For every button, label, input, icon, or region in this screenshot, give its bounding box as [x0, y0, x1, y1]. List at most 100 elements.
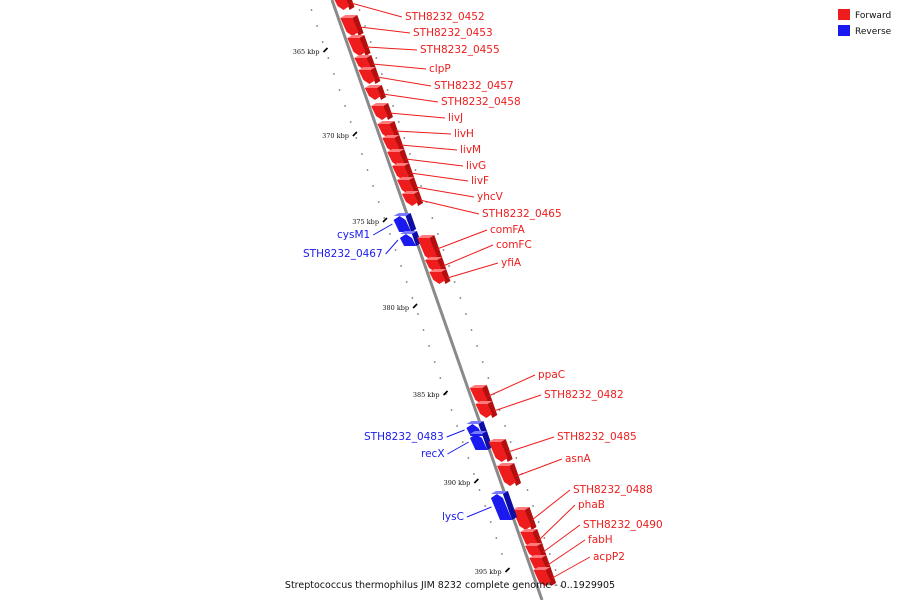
- tick-label: 390 kbp: [444, 479, 471, 487]
- gene-label-cysM1: cysM1: [337, 229, 370, 241]
- gene-side: [399, 149, 410, 166]
- leader-line: [359, 26, 411, 34]
- gene-label-STH8232_0490: STH8232_0490: [583, 519, 663, 531]
- guide-dot: [509, 441, 512, 443]
- gene-block-STH8232_0465: [401, 191, 424, 206]
- guide-dot: [450, 409, 453, 411]
- gene-label-ppaC: ppaC: [538, 369, 565, 381]
- gene-top: [371, 103, 389, 106]
- gene-block-livM: [382, 135, 405, 152]
- guide-dot: [437, 233, 439, 235]
- gene-top: [425, 257, 442, 260]
- gene-block-livJ: [371, 103, 393, 120]
- gene-block-livF: [392, 163, 414, 180]
- gene-front: [340, 18, 359, 36]
- tick-label: 365 kbp: [293, 48, 320, 56]
- legend-reverse-label: Reverse: [855, 27, 892, 37]
- guide-dot: [504, 425, 506, 427]
- gene-front: [382, 138, 400, 152]
- guide-dot: [476, 345, 478, 347]
- guide-dot: [372, 185, 374, 187]
- gene-side: [404, 163, 414, 180]
- guide-dot: [526, 489, 529, 491]
- genome-caption: Streptococcus thermophilus JIM 8232 comp…: [285, 580, 615, 591]
- gene-side: [359, 35, 371, 56]
- gene-side: [389, 121, 400, 138]
- gene-block-STH8232_0488: [512, 507, 537, 530]
- leader-line: [389, 112, 446, 119]
- tick-label: 375 kbp: [352, 218, 379, 226]
- leader-line: [410, 172, 469, 182]
- gene-side: [346, 0, 355, 10]
- tick-mark: [352, 131, 358, 137]
- gene-block-ppaC: [469, 385, 493, 404]
- gene-top: [364, 85, 382, 88]
- gene-front: [397, 180, 414, 194]
- guide-dot: [481, 361, 484, 363]
- strand-legend: Forward Reverse: [838, 9, 892, 37]
- gene-block-STH8232_0482: [475, 401, 498, 418]
- gene-front: [417, 238, 437, 260]
- gene-label-lysC: lysC: [442, 511, 464, 523]
- guide-dot: [366, 169, 369, 171]
- gene-front: [347, 38, 366, 56]
- gene-front: [475, 404, 493, 418]
- leader-line: [405, 158, 464, 167]
- gene-label-STH8232_0482: STH8232_0482: [544, 389, 624, 401]
- guide-dot: [417, 313, 419, 315]
- guide-dot: [361, 153, 363, 155]
- gene-block-STH8232_0453: [340, 15, 364, 36]
- gene-label-fabH: fabH: [588, 534, 613, 546]
- guide-dot: [459, 297, 462, 299]
- gene-label-livG: livG: [466, 160, 486, 172]
- gene-top: [417, 235, 435, 238]
- guide-dot: [537, 521, 540, 523]
- leader-line: [547, 539, 586, 566]
- tick-mark: [442, 390, 449, 396]
- gene-top: [393, 213, 411, 216]
- guide-dot: [394, 249, 397, 251]
- guide-dot: [316, 25, 318, 27]
- guide-dot: [327, 57, 330, 59]
- tick-mark: [473, 478, 479, 484]
- guide-dot: [403, 137, 406, 139]
- gene-block-livG: [387, 149, 410, 166]
- gene-label-comFA: comFA: [490, 224, 526, 236]
- leader-line: [382, 93, 439, 103]
- gene-top: [475, 401, 493, 404]
- gene-front: [469, 434, 488, 450]
- gene-side: [376, 85, 386, 100]
- gene-block-cysM1: [393, 213, 417, 232]
- leader-line: [552, 556, 591, 579]
- guide-dot: [392, 105, 394, 107]
- gene-block-yfiA: [429, 269, 451, 284]
- tick-label: 380 kbp: [382, 304, 409, 312]
- leader-line: [538, 504, 576, 541]
- guide-dot: [333, 73, 335, 75]
- gene-side: [413, 191, 424, 206]
- gene-side: [383, 103, 393, 120]
- gene-label-STH8232_0458: STH8232_0458: [441, 96, 521, 108]
- gene-front: [377, 124, 395, 138]
- guide-dot: [478, 489, 481, 491]
- gene-label-STH8232_0452: STH8232_0452: [405, 11, 485, 23]
- gene-top: [512, 507, 530, 510]
- gene-front: [512, 510, 532, 530]
- gene-side: [352, 15, 364, 36]
- gene-front: [392, 166, 409, 180]
- gene-side: [394, 135, 405, 152]
- gene-block-asnA: [497, 463, 522, 486]
- gene-top: [520, 529, 538, 532]
- guide-dot: [431, 217, 434, 219]
- gene-block-yhcV: [397, 177, 419, 194]
- gene-top: [397, 177, 414, 180]
- gene-top: [488, 439, 506, 442]
- guide-dot: [495, 537, 498, 539]
- guide-dot: [364, 25, 366, 27]
- leader-line: [516, 458, 563, 477]
- gene-label-recX: recX: [421, 448, 445, 460]
- leader-line: [395, 130, 452, 135]
- gene-side: [502, 491, 517, 520]
- gene-top: [347, 35, 365, 38]
- leader-line: [415, 186, 475, 198]
